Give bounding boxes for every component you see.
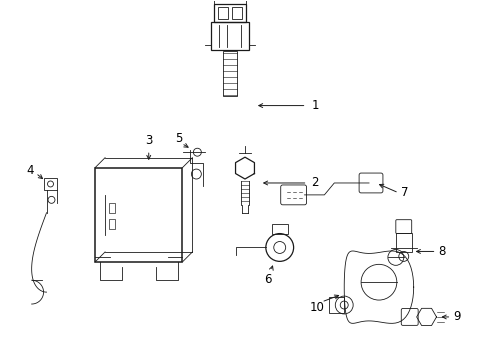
Bar [214,0,245,4]
Bar [223,51,237,96]
Bar [328,297,344,313]
Bar [109,203,115,213]
Text: 7: 7 [400,186,407,199]
Bar [95,168,182,262]
Text: 3: 3 [145,134,152,147]
Bar [211,22,248,50]
Text: 5: 5 [175,132,182,145]
Bar [214,4,245,22]
Text: 6: 6 [264,273,271,286]
Bar [109,219,115,229]
Bar [232,7,242,19]
Bar [43,178,57,190]
Text: 9: 9 [452,310,460,323]
Bar [395,233,411,252]
Bar [218,7,228,19]
Text: 8: 8 [438,245,445,258]
Text: 4: 4 [26,163,33,176]
Text: 2: 2 [311,176,318,189]
Text: 1: 1 [311,99,318,112]
Text: 10: 10 [309,301,324,314]
Bar [271,224,287,234]
